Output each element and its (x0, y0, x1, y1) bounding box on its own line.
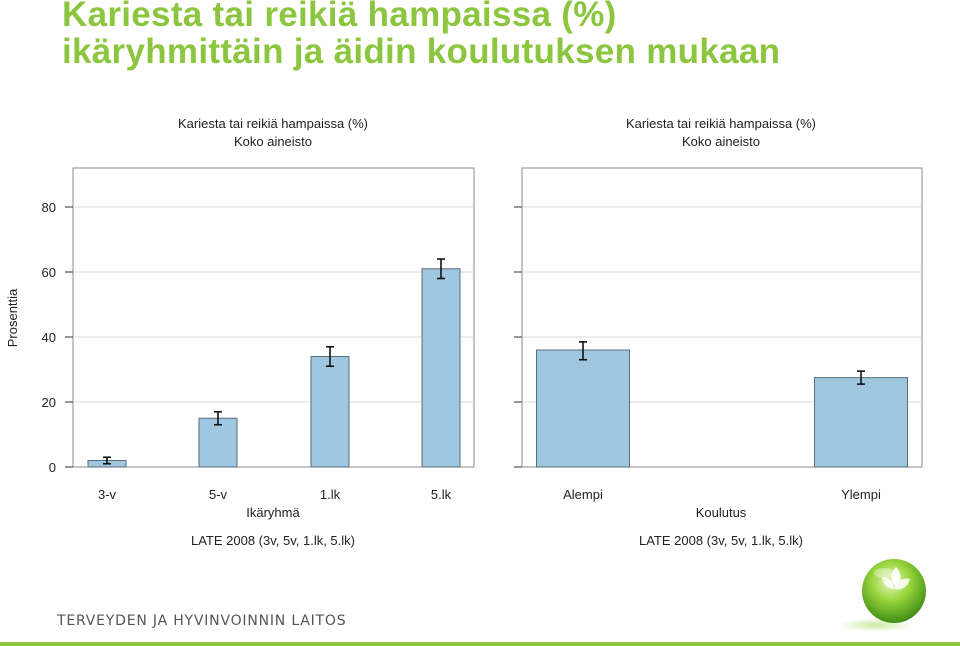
chart-2-bar-Ylempi (814, 377, 908, 468)
chart-1-plot-frame (72, 167, 475, 468)
charts-area: Kariesta tai reikiä hampaissa (%) Koko ai… (5, 116, 923, 548)
slide-title: Kariesta tai reikiä hampaissa (%) ikäryh… (62, 0, 780, 70)
chart-1-x-tick-label: 5.lk (431, 487, 452, 502)
chart-1-bar-5-v (198, 417, 238, 468)
chart-2-source-note: LATE 2008 (3v, 5v, 1.lk, 5.lk) (639, 533, 803, 548)
chart-1-x-tick-label: 5-v (209, 487, 228, 502)
chart-1-y-tick-label: 40 (42, 330, 56, 345)
chart-1-x-axis-label: Ikäryhmä (246, 505, 300, 520)
slide-title-line-1: Kariesta tai reikiä hampaissa (%) (62, 0, 617, 34)
chart-1-bar-5.lk (421, 268, 461, 468)
chart-1-y-axis-label: Prosenttia (5, 288, 20, 347)
chart-2-x-tick-label: Alempi (563, 487, 603, 502)
chart-2-subtitle: Koko aineisto (682, 134, 760, 149)
chart-1-source-note: LATE 2008 (3v, 5v, 1.lk, 5.lk) (191, 533, 355, 548)
chart-2-x-axis-label: Koulutus (696, 505, 747, 520)
slide-title-line-2: ikäryhmittäin ja äidin koulutuksen mukaa… (62, 32, 781, 71)
chart-2-bar-Alempi (536, 349, 630, 468)
chart-2-title: Kariesta tai reikiä hampaissa (%) (626, 116, 816, 131)
chart-1-bar-1.lk (310, 356, 350, 468)
footer-rule (0, 642, 960, 646)
footer-organization-name: TERVEYDEN JA HYVINVOINNIN LAITOS (57, 613, 347, 629)
chart-1-y-tick-label: 0 (49, 460, 56, 475)
chart-1-x-tick-label: 3-v (98, 487, 117, 502)
chart-1-subtitle: Koko aineisto (234, 134, 312, 149)
thl-logo-sphere-icon (838, 559, 926, 632)
chart-1-x-tick-label: 1.lk (320, 487, 341, 502)
chart-1-y-tick-label: 20 (42, 395, 56, 410)
chart-1-y-tick-label: 80 (42, 200, 56, 215)
chart-1-title: Kariesta tai reikiä hampaissa (%) (178, 116, 368, 131)
chart-1-y-tick-label: 60 (42, 265, 56, 280)
chart-2-x-tick-label: Ylempi (841, 487, 881, 502)
